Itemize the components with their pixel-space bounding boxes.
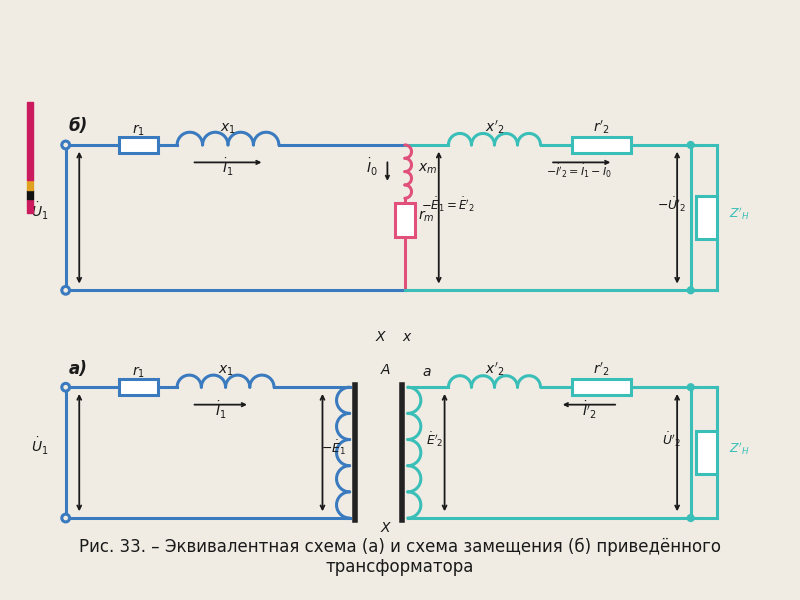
Text: $\dot{I}_1$: $\dot{I}_1$: [215, 400, 226, 421]
Text: $x_1$: $x_1$: [218, 364, 234, 378]
Text: $Z'_H$: $Z'_H$: [729, 205, 750, 222]
Text: $-\dot{I}'_2=\dot{I}_1-\dot{I}_0$: $-\dot{I}'_2=\dot{I}_1-\dot{I}_0$: [546, 163, 612, 180]
Circle shape: [687, 142, 694, 148]
Text: Рис. 33. – Эквивалентная схема (а) и схема замещения (б) приведённого
трансформа: Рис. 33. – Эквивалентная схема (а) и схе…: [79, 537, 721, 577]
Bar: [695, 431, 717, 474]
Text: $\dot{I}_1$: $\dot{I}_1$: [222, 157, 234, 178]
Circle shape: [62, 286, 70, 294]
Bar: [119, 379, 158, 395]
Text: $-\dot{E}_1$: $-\dot{E}_1$: [322, 438, 346, 457]
Text: $\dot{U}_1$: $\dot{U}_1$: [30, 201, 48, 222]
Text: x: x: [402, 329, 411, 344]
Bar: [27, 190, 33, 199]
Circle shape: [687, 384, 694, 391]
Text: $r'_2$: $r'_2$: [593, 118, 610, 136]
Circle shape: [62, 383, 70, 391]
Circle shape: [62, 141, 70, 149]
Text: $Z'_H$: $Z'_H$: [729, 440, 750, 457]
Text: X: X: [376, 329, 386, 344]
Text: а: а: [422, 365, 430, 379]
Text: $r_1$: $r_1$: [132, 365, 145, 380]
Text: а): а): [69, 359, 87, 377]
Bar: [695, 196, 717, 239]
Text: $r_m$: $r_m$: [418, 209, 435, 224]
Text: $\dot{U}_1$: $\dot{U}_1$: [30, 436, 48, 457]
Text: $-\dot{E}_1=\dot{E}'_2$: $-\dot{E}_1=\dot{E}'_2$: [422, 196, 475, 214]
Text: $-\dot{U}'_2$: $-\dot{U}'_2$: [657, 196, 686, 214]
Text: б): б): [69, 118, 88, 136]
Circle shape: [62, 514, 70, 522]
Text: $r_1$: $r_1$: [132, 122, 145, 138]
Text: $x_m$: $x_m$: [418, 161, 438, 176]
Text: $x'_2$: $x'_2$: [485, 361, 504, 378]
Text: $\dot{E}'_2$: $\dot{E}'_2$: [426, 430, 444, 449]
Bar: [27, 199, 33, 213]
Text: $x_1$: $x_1$: [220, 121, 236, 136]
Bar: [573, 137, 630, 153]
Text: $x'_2$: $x'_2$: [485, 118, 504, 136]
Text: $\dot{I}'_2$: $\dot{I}'_2$: [582, 400, 596, 421]
Circle shape: [687, 287, 694, 294]
Text: $r'_2$: $r'_2$: [593, 361, 610, 378]
Circle shape: [687, 515, 694, 521]
Bar: [395, 203, 414, 237]
Bar: [573, 379, 630, 395]
Text: A: A: [381, 362, 390, 377]
Text: X: X: [381, 521, 390, 535]
Bar: [119, 137, 158, 153]
Text: $\dot{U}'_2$: $\dot{U}'_2$: [662, 430, 681, 449]
Bar: [27, 180, 33, 190]
Bar: [27, 103, 33, 180]
Text: $\dot{I}_0$: $\dot{I}_0$: [366, 157, 378, 178]
